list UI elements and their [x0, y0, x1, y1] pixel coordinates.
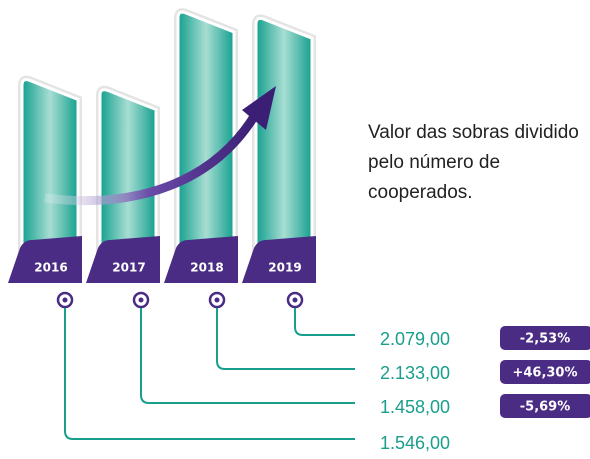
marker-dot	[214, 297, 220, 303]
year-base	[164, 236, 238, 283]
year-base	[8, 236, 82, 283]
change-badge	[500, 394, 590, 418]
value-label: 1.458,00	[380, 397, 450, 417]
annotation: Valor das sobras dividido pelo número de…	[368, 122, 579, 203]
x-tick-label: 2018	[190, 261, 223, 275]
marker-dot	[292, 297, 298, 303]
change-label: -5,69%	[520, 400, 571, 415]
value-label: 1.546,00	[380, 433, 450, 453]
marker-dot	[138, 297, 144, 303]
bar	[254, 16, 314, 257]
value-label: 2.133,00	[380, 363, 450, 383]
bar	[98, 88, 158, 257]
leader-line	[216, 308, 355, 370]
trend-arrow	[44, 112, 259, 206]
x-tick-label: 2019	[268, 261, 301, 275]
leader-line	[294, 308, 355, 336]
x-tick-label: 2016	[34, 261, 67, 275]
bar	[176, 10, 236, 257]
change-badge	[500, 326, 590, 350]
year-base	[242, 236, 316, 283]
bar	[20, 78, 80, 257]
leader-line	[140, 308, 355, 404]
value-label: 2.079,00	[380, 329, 450, 349]
change-badge	[500, 360, 590, 384]
leader-line	[64, 308, 355, 440]
x-tick-label: 2017	[112, 261, 145, 275]
change-label: +46,30%	[512, 366, 577, 381]
change-label: -2,53%	[520, 332, 571, 347]
arrow-head	[242, 86, 276, 130]
marker-dot	[62, 297, 68, 303]
year-base	[86, 236, 160, 283]
